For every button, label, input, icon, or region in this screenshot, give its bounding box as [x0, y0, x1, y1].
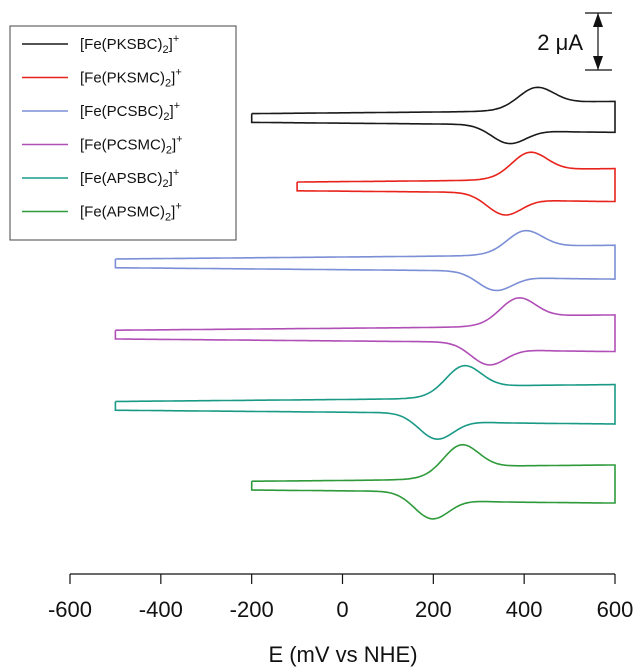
legend-label: [Fe(PKSBC)2]+	[80, 33, 179, 56]
legend-label: [Fe(APSBC)2]+	[80, 167, 179, 190]
legend-items: [Fe(PKSBC)2]+ [Fe(PKSMC)2]+ [Fe(PCSBC)2]+ […	[22, 33, 183, 224]
x-axis-title: E (mV vs NHE)	[268, 642, 417, 667]
x-axis: -600 -400 -200 0 200 400 600 E (mV vs NHE)	[48, 573, 633, 667]
cv-curve-5	[114, 364, 616, 441]
scale-bar: 2 μA	[537, 12, 612, 71]
legend-frame	[9, 25, 237, 241]
scale-bar-arrow-up	[593, 13, 603, 27]
x-tick-label: -400	[139, 597, 183, 622]
cv-curve-2	[296, 151, 616, 216]
x-tick-label: 0	[336, 597, 348, 622]
cv-curve-1	[250, 86, 616, 145]
cv-curve-3	[114, 229, 616, 292]
legend: [Fe(PKSBC)2]+ [Fe(PKSMC)2]+ [Fe(PCSBC)2]+ […	[9, 25, 237, 241]
legend-label: [Fe(PCSMC)2]+	[80, 134, 183, 157]
scale-bar-label: 2 μA	[537, 30, 583, 55]
x-tick-label: 400	[506, 597, 543, 622]
legend-label: [Fe(PKSMC)2]+	[80, 67, 182, 90]
legend-label: [Fe(APSMC)2]+	[80, 201, 182, 224]
x-tick-label: -600	[48, 597, 92, 622]
legend-label: [Fe(PCSBC)2]+	[80, 100, 180, 123]
x-tick-label: 200	[415, 597, 452, 622]
x-ticks: -600 -400 -200 0 200 400 600	[48, 574, 633, 622]
cv-curve-4	[114, 297, 616, 366]
x-tick-label: -200	[230, 597, 274, 622]
cv-curve-6	[250, 443, 616, 520]
curves-layer	[114, 86, 616, 520]
x-tick-label: 600	[597, 597, 634, 622]
scale-bar-arrow-down	[593, 56, 603, 70]
